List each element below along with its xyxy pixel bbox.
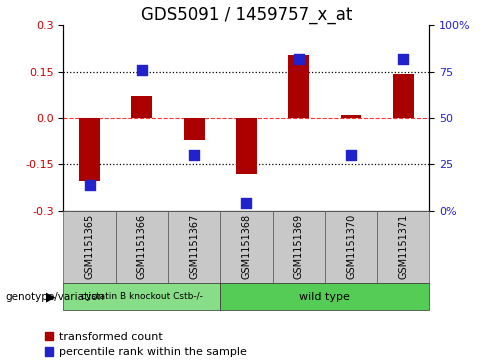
Bar: [236, 118, 257, 174]
Point: [243, 200, 250, 206]
Text: GSM1151366: GSM1151366: [137, 214, 147, 280]
Text: wild type: wild type: [300, 292, 350, 302]
Point: [190, 152, 198, 158]
Text: genotype/variation: genotype/variation: [5, 292, 104, 302]
Text: GSM1151368: GSM1151368: [242, 214, 251, 280]
Bar: [79, 118, 100, 181]
Bar: [393, 74, 414, 118]
Text: GSM1151367: GSM1151367: [189, 214, 199, 280]
Text: GSM1151369: GSM1151369: [294, 214, 304, 280]
Bar: [183, 118, 204, 140]
Point: [295, 56, 303, 62]
Title: GDS5091 / 1459757_x_at: GDS5091 / 1459757_x_at: [141, 6, 352, 24]
Bar: [131, 97, 152, 118]
Text: cystatin B knockout Cstb-/-: cystatin B knockout Cstb-/-: [81, 292, 203, 301]
Bar: [288, 55, 309, 118]
Point: [86, 182, 94, 188]
Point: [138, 67, 146, 73]
Bar: [341, 115, 362, 118]
Point: [347, 152, 355, 158]
Point: [399, 56, 407, 62]
Text: GSM1151365: GSM1151365: [84, 214, 95, 280]
Text: GSM1151370: GSM1151370: [346, 214, 356, 280]
Text: GSM1151371: GSM1151371: [398, 214, 408, 280]
Text: ▶: ▶: [46, 290, 56, 303]
Legend: transformed count, percentile rank within the sample: transformed count, percentile rank withi…: [44, 332, 247, 358]
